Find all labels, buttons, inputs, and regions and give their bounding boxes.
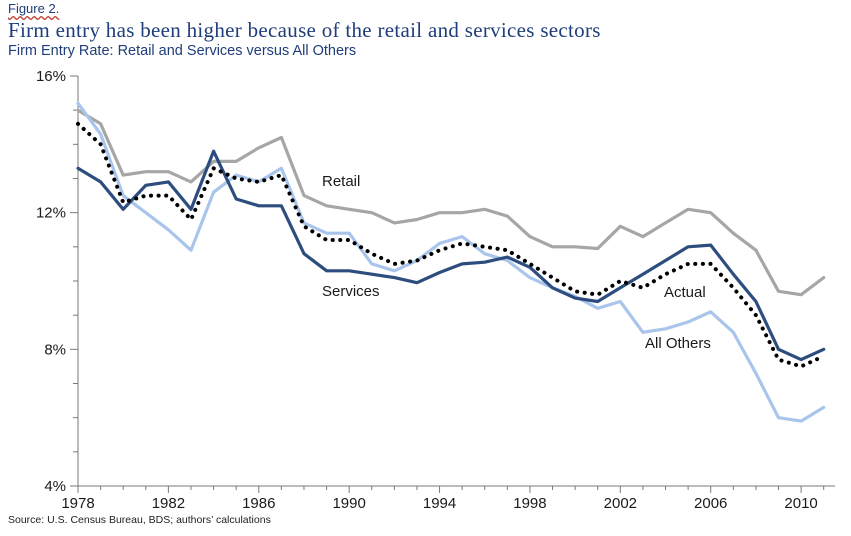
x-tick-label: 1990: [332, 495, 365, 512]
x-tick-label: 2006: [694, 495, 727, 512]
y-tick-label: 4%: [44, 478, 66, 495]
chart-subtitle: Firm Entry Rate: Retail and Services ver…: [8, 43, 357, 59]
x-tick-label: 1986: [242, 495, 275, 512]
chart-title: Firm entry has been higher because of th…: [8, 18, 601, 42]
y-tick-label: 8%: [44, 341, 66, 358]
x-tick-label: 2010: [784, 495, 817, 512]
x-tick-label: 1982: [152, 495, 185, 512]
series-line-all-others: [76, 101, 826, 423]
x-tick-label: 1998: [513, 495, 546, 512]
series-label-services: Services: [322, 283, 380, 300]
x-tick-label: 2002: [604, 495, 637, 512]
series-lines: [76, 101, 826, 423]
axes: 16% 12% 8% 4%1978 1982 1986 1990 1994 1998 2002 20…: [36, 68, 835, 512]
series-label-all-others: All Others: [645, 335, 711, 352]
series-line-actual: [76, 121, 826, 369]
figure-label: Figure 2.: [8, 1, 60, 16]
series-labels: Retail Services Actual All Others: [322, 173, 711, 352]
y-tick-label: 16%: [36, 68, 66, 85]
series-label-actual: Actual: [664, 284, 706, 301]
series-label-retail: Retail: [322, 173, 360, 190]
series-line-retail: [76, 108, 826, 297]
source-note: Source: U.S. Census Bureau, BDS; authors…: [8, 514, 271, 526]
x-tick-label: 1994: [423, 495, 456, 512]
series-line-services: [76, 149, 826, 362]
y-tick-label: 12%: [36, 205, 66, 222]
x-tick-label: 1978: [61, 495, 94, 512]
